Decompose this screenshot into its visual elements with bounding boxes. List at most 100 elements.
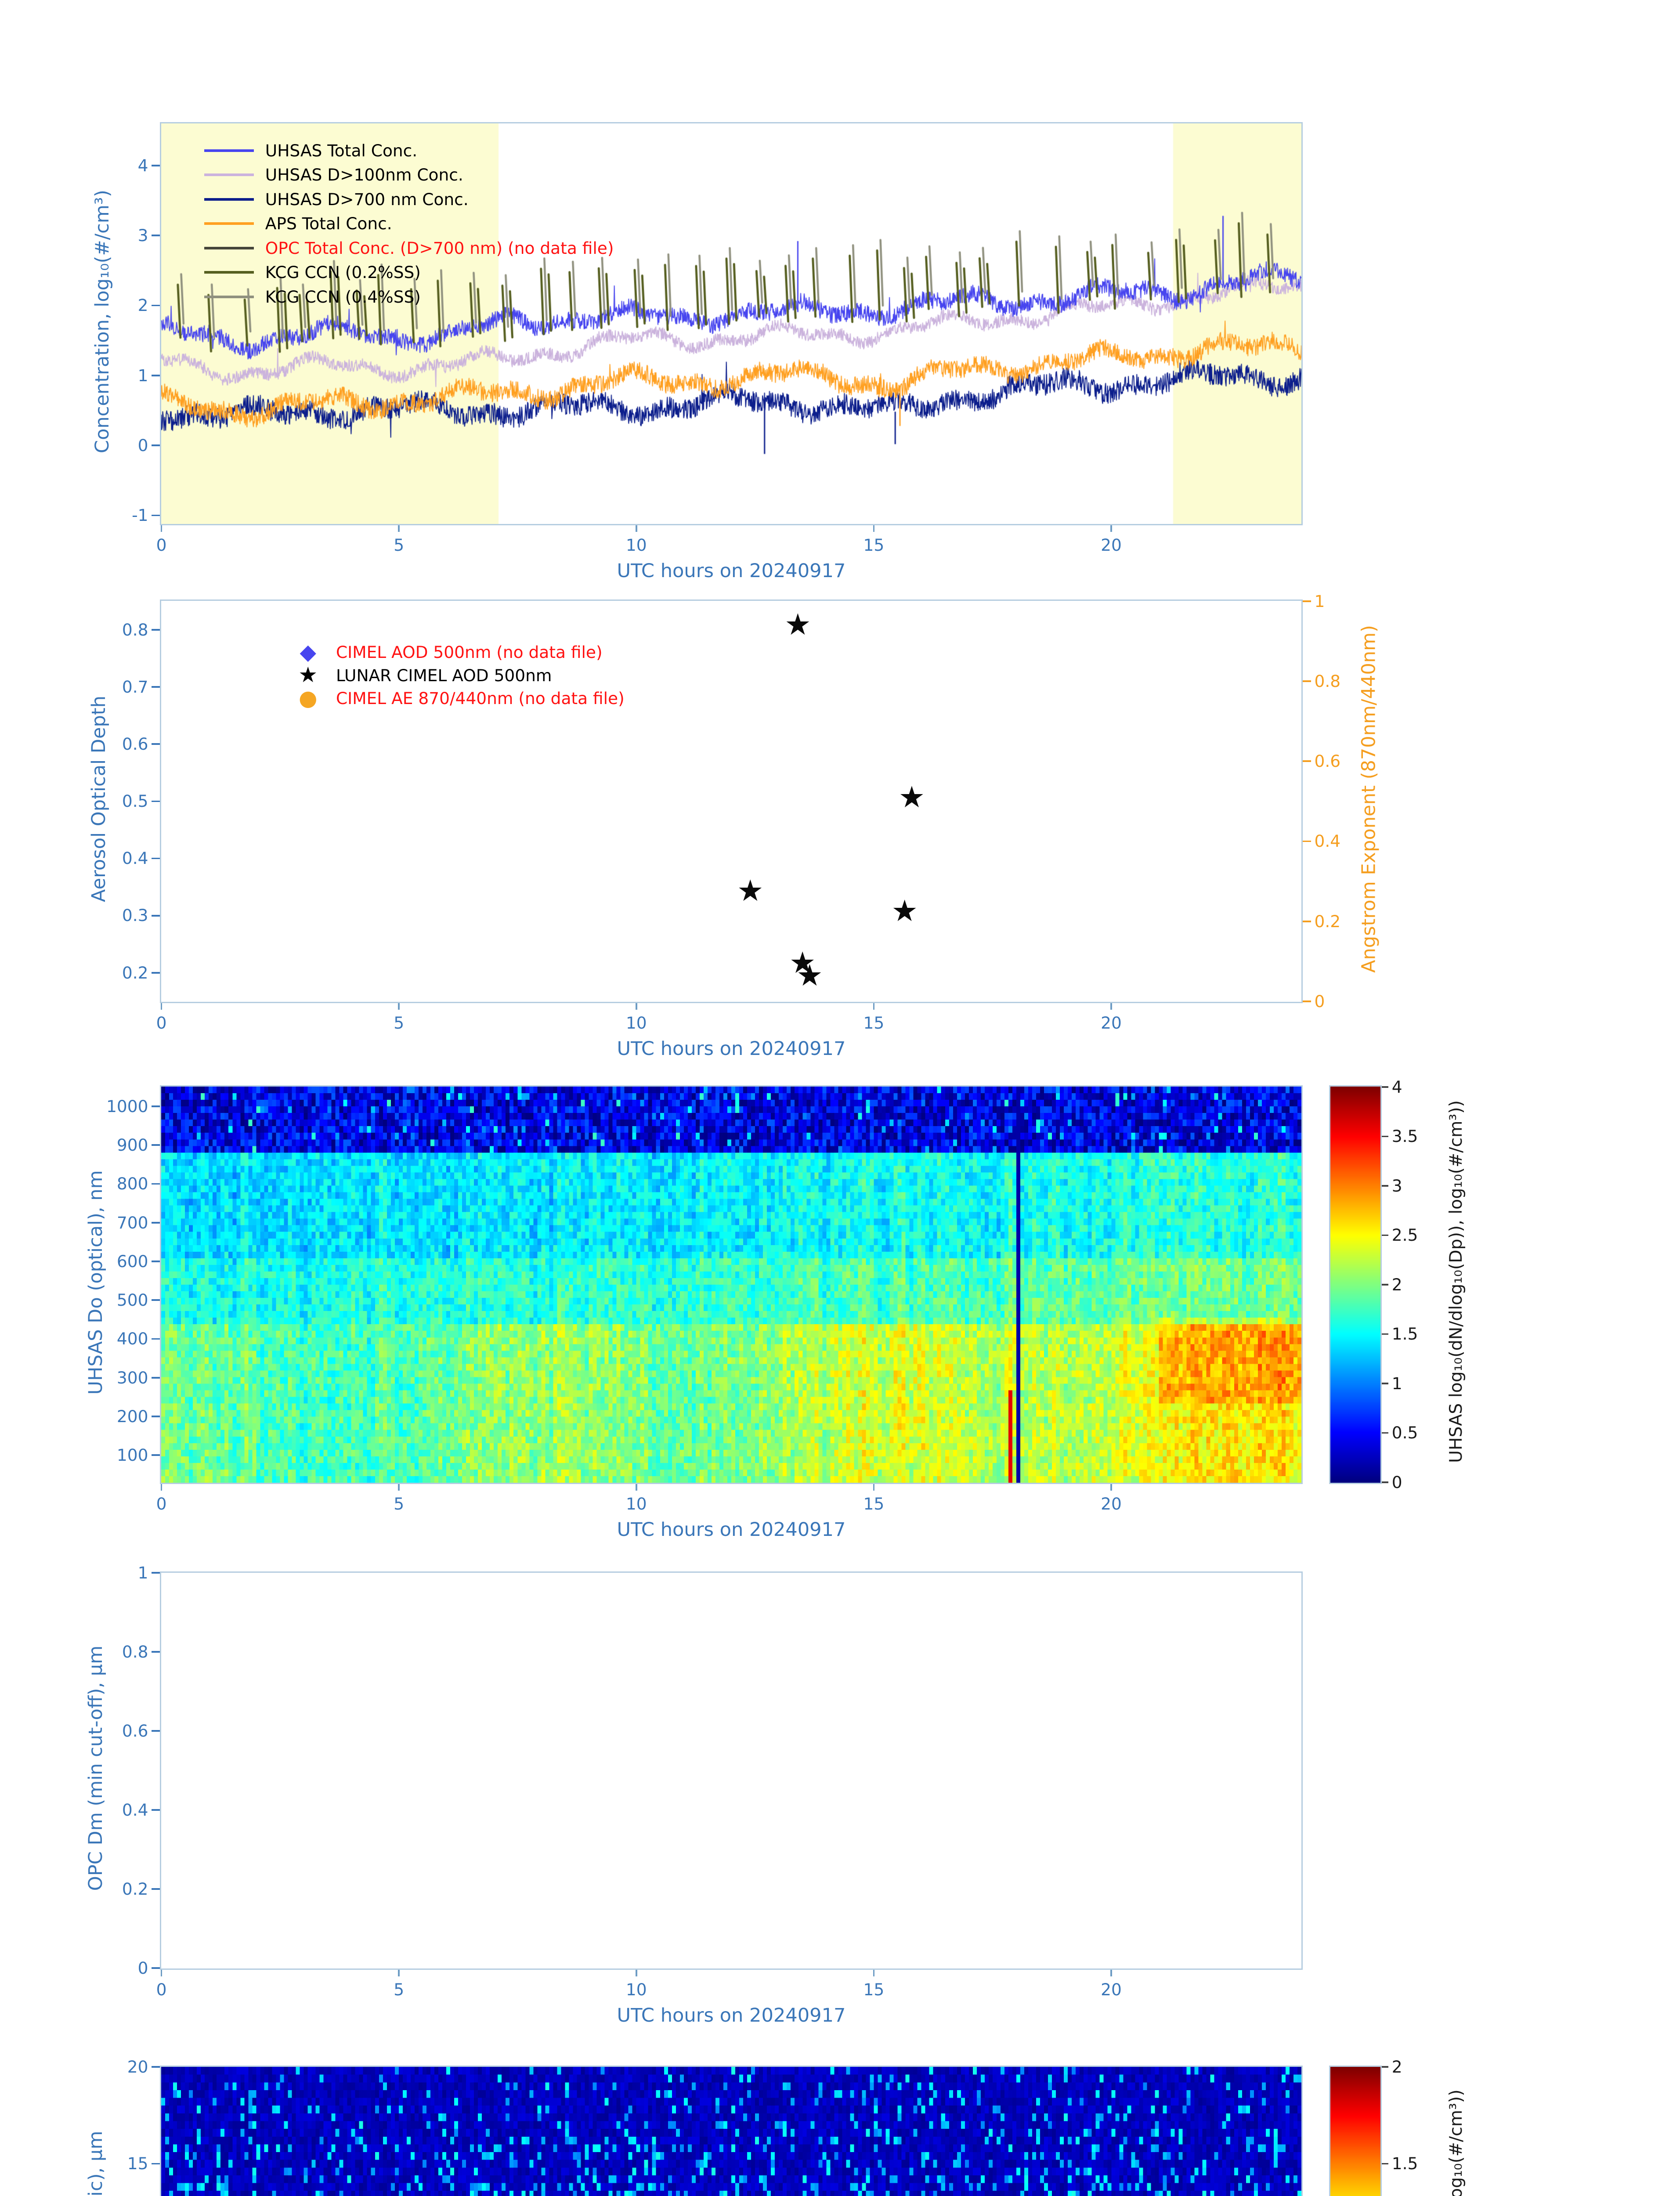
y-tick-label: 300 xyxy=(116,1368,148,1387)
legend-entry: ● CIMEL AE 870/440nm (no data file) xyxy=(283,687,625,710)
y-tick-label: -1 xyxy=(132,506,148,525)
x-tick-label: 10 xyxy=(625,1979,647,1999)
y-tick-mark xyxy=(152,1416,160,1417)
x-tick-label: 5 xyxy=(394,1979,405,1999)
y-tick-label: 0 xyxy=(137,1958,148,1978)
y-tick-mark xyxy=(152,1967,160,1969)
colorbar-tick-label: 2.5 xyxy=(1391,1225,1418,1245)
y-tick-label: 3 xyxy=(137,225,148,245)
x-tick-label: 0 xyxy=(156,535,167,555)
colorbar-tick-label: 0.5 xyxy=(1391,1423,1418,1443)
y-tick-label: 0.3 xyxy=(122,906,148,925)
uhsas-heatmap-area xyxy=(159,1085,1303,1484)
y-tick-label: 700 xyxy=(116,1213,148,1232)
star-marker-icon: ★ xyxy=(298,663,318,688)
y-tick-mark xyxy=(152,1730,160,1732)
y-tick-label: 0.8 xyxy=(1314,671,1341,691)
x-tick-mark xyxy=(398,525,400,532)
y-tick-mark xyxy=(152,743,160,745)
y-tick-mark xyxy=(152,1809,160,1811)
y-tick-label: 900 xyxy=(116,1135,148,1155)
legend-entry: APS Total Conc. xyxy=(204,212,614,236)
x-tick-label: 15 xyxy=(863,535,885,555)
x-tick-mark xyxy=(873,1484,875,1491)
x-tick-mark xyxy=(160,525,163,532)
x-tick-label: 5 xyxy=(394,1494,405,1513)
aod-plot-area xyxy=(159,600,1303,1003)
uhsas-heatmap-canvas xyxy=(161,1087,1302,1483)
x-tick-mark xyxy=(160,1970,163,1976)
legend-label: KCG CCN (0.4%SS) xyxy=(265,287,421,307)
x-tick-label: 0 xyxy=(156,1013,167,1033)
y-tick-label: 500 xyxy=(116,1290,148,1310)
concentration-timeseries-canvas xyxy=(161,123,1302,524)
x-tick-mark xyxy=(1110,525,1112,532)
legend-entry: KCG CCN (0.4%SS) xyxy=(204,285,614,309)
y-tick-mark xyxy=(1303,1000,1311,1002)
legend-entry: KCG CCN (0.2%SS) xyxy=(204,260,614,285)
y-tick-mark xyxy=(152,164,160,166)
x-tick-mark xyxy=(635,1484,637,1491)
y-tick-label: 200 xyxy=(116,1406,148,1426)
y-tick-mark xyxy=(152,914,160,917)
x-tick-mark xyxy=(635,1003,637,1010)
aod-star-marker: ★ xyxy=(789,945,816,980)
y-tick-label: 0.2 xyxy=(122,1879,148,1899)
x-tick-mark xyxy=(398,1970,400,1976)
y-tick-mark xyxy=(1303,680,1311,682)
y-tick-mark xyxy=(152,1376,160,1379)
y-tick-label: 0.6 xyxy=(122,734,148,754)
colorbar-tick-mark xyxy=(1382,2066,1389,2068)
legend-label: OPC Total Conc. (D>700 nm) (no data file… xyxy=(265,238,614,258)
colorbar-tick-label: 4 xyxy=(1391,1077,1402,1097)
y-tick-label: 20 xyxy=(127,2057,148,2077)
legend-entry: UHSAS D>100nm Conc. xyxy=(204,163,614,188)
legend-entry: ◆ CIMEL AOD 500nm (no data file) xyxy=(283,641,625,664)
legend-line-swatch xyxy=(204,222,254,225)
x-tick-label: 20 xyxy=(1101,1979,1122,1999)
y-tick-label: 1 xyxy=(137,365,148,385)
y-tick-label: 100 xyxy=(116,1445,148,1465)
aod-xlabel: UTC hours on 20240917 xyxy=(617,1037,846,1060)
y-tick-mark xyxy=(152,2163,160,2165)
x-tick-mark xyxy=(398,1003,400,1010)
y-tick-label: 15 xyxy=(127,2154,148,2174)
aod-star-marker: ★ xyxy=(784,607,811,642)
x-tick-mark xyxy=(873,1970,875,1976)
circle-marker-icon: ● xyxy=(298,686,318,711)
y-tick-mark xyxy=(152,1144,160,1146)
y-tick-label: 2 xyxy=(137,296,148,315)
y-tick-label: 0.6 xyxy=(1314,751,1341,771)
x-tick-label: 10 xyxy=(625,1494,647,1513)
concentration-ylabel: Concentration, log₁₀(#/cm³) xyxy=(91,189,113,453)
colorbar-tick-label: 2 xyxy=(1391,2057,1402,2077)
aod-legend: ◆ CIMEL AOD 500nm (no data file) ★ LUNAR CI… xyxy=(283,641,625,710)
y-tick-mark xyxy=(152,1261,160,1262)
colorbar-tick-mark xyxy=(1382,2163,1389,2165)
y-tick-mark xyxy=(152,1183,160,1185)
x-tick-mark xyxy=(160,1003,163,1010)
x-tick-mark xyxy=(635,525,637,532)
x-tick-mark xyxy=(1110,1003,1112,1010)
concentration-xlabel: UTC hours on 20240917 xyxy=(617,560,846,582)
colorbar-tick-label: 3 xyxy=(1391,1176,1402,1196)
x-tick-label: 10 xyxy=(625,535,647,555)
colorbar-tick-mark xyxy=(1382,1086,1389,1088)
y-tick-mark xyxy=(1303,920,1311,922)
y-tick-label: 0.8 xyxy=(122,1642,148,1661)
legend-label: CIMEL AOD 500nm (no data file) xyxy=(336,643,603,662)
y-tick-label: 1 xyxy=(137,1563,148,1582)
y-tick-mark xyxy=(152,628,160,631)
legend-line-swatch xyxy=(204,173,254,176)
y-tick-label: 4 xyxy=(137,155,148,175)
colorbar-tick-label: 3.5 xyxy=(1391,1127,1418,1146)
aps-heatmap-canvas xyxy=(161,2066,1302,2196)
uhsas-colorbar xyxy=(1329,1085,1382,1484)
y-tick-mark xyxy=(152,374,160,376)
x-tick-mark xyxy=(1110,1970,1112,1976)
colorbar-tick-mark xyxy=(1382,1185,1389,1187)
legend-label: APS Total Conc. xyxy=(265,214,392,234)
y-tick-label: 0.6 xyxy=(122,1721,148,1741)
